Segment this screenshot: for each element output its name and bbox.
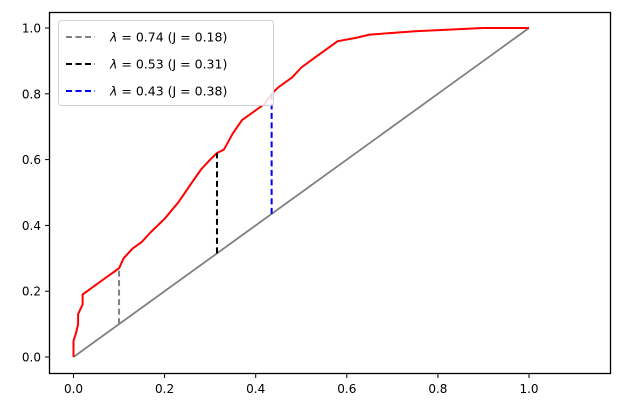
y-tick-label: 0.0 [22,351,41,365]
y-tick-label: 0.8 [22,87,41,101]
x-tick-label: 0.0 [64,382,83,396]
y-axis: 0.0 0.2 0.4 0.6 0.8 1.0 [22,22,50,365]
y-tick-label: 0.4 [22,219,41,233]
legend-box [58,20,274,106]
x-tick-label: 1.0 [519,382,538,396]
legend-label-1: λ = 0.74 (J = 0.18) [109,30,227,45]
axes-frame [48,11,612,375]
x-tick-label: 0.8 [428,382,447,396]
x-tick-label: 0.6 [337,382,356,396]
x-axis: 0.0 0.2 0.4 0.6 0.8 1.0 [64,374,539,396]
legend-label-3: λ = 0.43 (J = 0.38) [109,84,227,99]
legend-label-2: λ = 0.53 (J = 0.31) [109,57,227,72]
legend: λ = 0.74 (J = 0.18) λ = 0.53 (J = 0.31) λ … [58,20,274,106]
x-tick-label: 0.4 [246,382,265,396]
chance-diagonal-line [72,27,530,358]
y-tick-label: 0.2 [22,285,41,299]
y-tick-label: 1.0 [22,22,41,36]
x-tick-label: 0.2 [155,382,174,396]
plot-area [72,27,530,358]
roc-curve-line [72,27,529,357]
y-tick-label: 0.6 [22,153,41,167]
